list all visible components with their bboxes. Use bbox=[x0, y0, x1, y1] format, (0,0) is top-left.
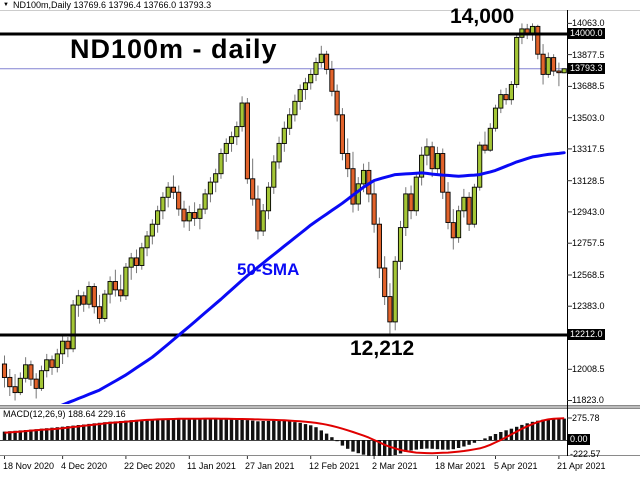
macd-axis-bottom-label: -222.57 bbox=[570, 449, 601, 459]
sma-label-annotation: 50-SMA bbox=[237, 260, 300, 279]
symbol-dropdown-icon[interactable]: ▼ bbox=[3, 2, 9, 8]
macd-indicator-label: MACD(12,26,9) 188.64 229.16 bbox=[3, 409, 126, 419]
symbol-ohlc-info: ND100m,Daily 13769.6 13796.4 13766.0 137… bbox=[12, 0, 212, 10]
macd-axis-zero-badge: 0.00 bbox=[568, 434, 590, 445]
macd-axis-top-label: 275.78 bbox=[572, 413, 600, 423]
chart-title-annotation: ND100m - daily bbox=[70, 34, 278, 64]
price-badge-lower-level: 12212.0 bbox=[568, 329, 605, 340]
price-badge-upper-level: 14000.0 bbox=[568, 28, 605, 39]
chart-header: ▼ ND100m,Daily 13769.6 13796.4 13766.0 13… bbox=[3, 0, 211, 10]
price-badge-current: 13793.3 bbox=[568, 63, 605, 74]
lower-level-annotation: 12,212 bbox=[350, 337, 415, 360]
upper-level-annotation: 14,000 bbox=[450, 5, 515, 28]
